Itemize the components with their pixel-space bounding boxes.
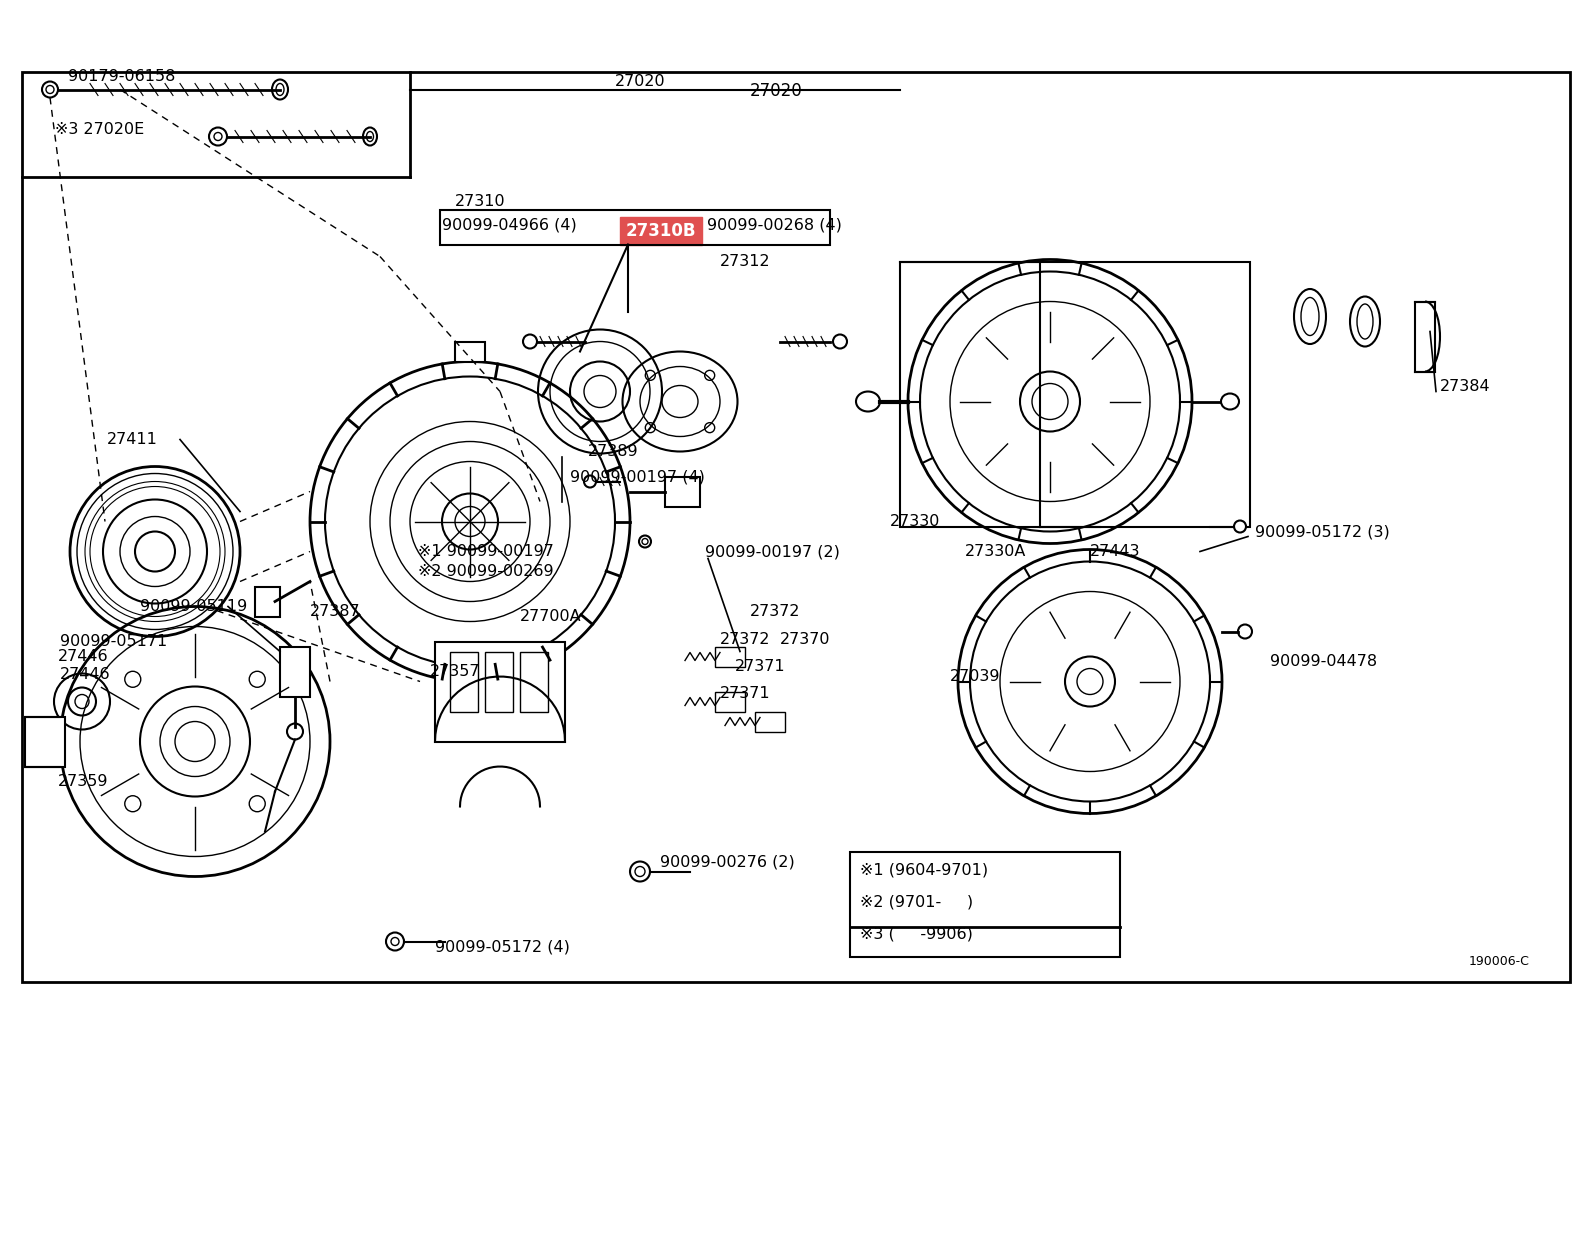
Circle shape bbox=[124, 672, 140, 687]
Bar bbox=[755, 712, 785, 731]
Text: 27310B: 27310B bbox=[626, 221, 696, 239]
Text: 27370: 27370 bbox=[780, 632, 831, 647]
Circle shape bbox=[1239, 624, 1251, 639]
Text: 27357: 27357 bbox=[430, 664, 481, 679]
Text: 90099-00197 (4): 90099-00197 (4) bbox=[570, 469, 705, 484]
Text: 90099-00197 (2): 90099-00197 (2) bbox=[705, 543, 841, 559]
Text: 90099-04966 (4): 90099-04966 (4) bbox=[443, 216, 576, 231]
Text: 27330: 27330 bbox=[890, 515, 941, 530]
Bar bbox=[850, 852, 1121, 956]
Circle shape bbox=[833, 335, 847, 348]
Text: 27372: 27372 bbox=[720, 632, 771, 647]
Circle shape bbox=[250, 796, 266, 811]
Circle shape bbox=[209, 127, 228, 146]
Ellipse shape bbox=[363, 127, 377, 146]
Text: ※3 27020E: ※3 27020E bbox=[56, 122, 145, 137]
Text: 90099-05172 (3): 90099-05172 (3) bbox=[1254, 525, 1390, 538]
Bar bbox=[25, 717, 65, 766]
Text: ※1 (9604-9701): ※1 (9604-9701) bbox=[860, 862, 989, 877]
Text: ※2 (9701-     ): ※2 (9701- ) bbox=[860, 894, 973, 910]
Text: 27371: 27371 bbox=[720, 686, 771, 701]
Bar bbox=[715, 692, 745, 712]
Ellipse shape bbox=[1221, 394, 1239, 410]
Bar bbox=[451, 652, 478, 712]
Text: 90099-05172 (4): 90099-05172 (4) bbox=[435, 938, 570, 954]
Bar bbox=[486, 652, 513, 712]
Text: 27371: 27371 bbox=[736, 659, 785, 674]
Text: 27443: 27443 bbox=[1091, 543, 1140, 559]
Bar bbox=[280, 647, 310, 697]
Circle shape bbox=[638, 536, 651, 547]
Bar bbox=[665, 477, 700, 507]
Circle shape bbox=[524, 335, 537, 348]
Bar bbox=[255, 586, 280, 616]
Text: 27312: 27312 bbox=[720, 254, 771, 269]
Text: 27384: 27384 bbox=[1441, 379, 1490, 394]
Circle shape bbox=[287, 723, 302, 740]
Ellipse shape bbox=[1350, 297, 1380, 346]
Text: 27039: 27039 bbox=[950, 669, 1000, 684]
Circle shape bbox=[584, 476, 595, 488]
Text: 27330A: 27330A bbox=[965, 543, 1027, 559]
Bar bbox=[521, 652, 548, 712]
Text: ※2 90099-00269: ※2 90099-00269 bbox=[419, 564, 554, 579]
Text: 27411: 27411 bbox=[107, 431, 158, 447]
Text: 90099-04478: 90099-04478 bbox=[1270, 654, 1377, 669]
Bar bbox=[715, 647, 745, 667]
Text: 27020: 27020 bbox=[750, 82, 802, 99]
Text: 27310: 27310 bbox=[455, 194, 506, 209]
Circle shape bbox=[250, 672, 266, 687]
Text: 27359: 27359 bbox=[57, 774, 108, 789]
Ellipse shape bbox=[856, 391, 880, 411]
Circle shape bbox=[1020, 371, 1079, 431]
Ellipse shape bbox=[1294, 289, 1326, 343]
Text: 190006-C: 190006-C bbox=[1469, 955, 1530, 967]
Circle shape bbox=[161, 707, 229, 776]
Text: 90099-00276 (2): 90099-00276 (2) bbox=[661, 854, 794, 869]
Circle shape bbox=[630, 862, 650, 882]
Bar bbox=[899, 262, 1250, 527]
Text: 90099-00268 (4): 90099-00268 (4) bbox=[707, 216, 842, 231]
Text: TOYOTA - 9009910223     N - 27310B: TOYOTA - 9009910223 N - 27310B bbox=[258, 1135, 1334, 1186]
Text: ※3 (     -9906): ※3 ( -9906) bbox=[860, 926, 973, 941]
Bar bbox=[1415, 302, 1434, 371]
Text: 90099-05119: 90099-05119 bbox=[140, 599, 247, 614]
Bar bbox=[455, 341, 486, 361]
Text: 27389: 27389 bbox=[587, 444, 638, 459]
Bar bbox=[619, 216, 702, 244]
Circle shape bbox=[124, 796, 140, 811]
Text: 27446: 27446 bbox=[60, 667, 110, 682]
Text: 90179-06158: 90179-06158 bbox=[68, 69, 175, 84]
Text: 90099-05171: 90099-05171 bbox=[60, 634, 167, 649]
Text: ※1 90099-00197: ※1 90099-00197 bbox=[419, 543, 554, 559]
Text: 27020: 27020 bbox=[615, 74, 665, 89]
Circle shape bbox=[1234, 521, 1247, 532]
Text: 27387: 27387 bbox=[310, 604, 361, 619]
Circle shape bbox=[385, 932, 404, 951]
Text: 27446: 27446 bbox=[57, 649, 108, 664]
Circle shape bbox=[135, 531, 175, 571]
Text: 27700A: 27700A bbox=[521, 609, 581, 624]
Bar bbox=[439, 210, 829, 244]
Ellipse shape bbox=[272, 79, 288, 99]
Bar bbox=[435, 642, 565, 741]
Circle shape bbox=[1065, 657, 1114, 707]
Text: 27372: 27372 bbox=[750, 604, 801, 619]
Circle shape bbox=[54, 673, 110, 730]
